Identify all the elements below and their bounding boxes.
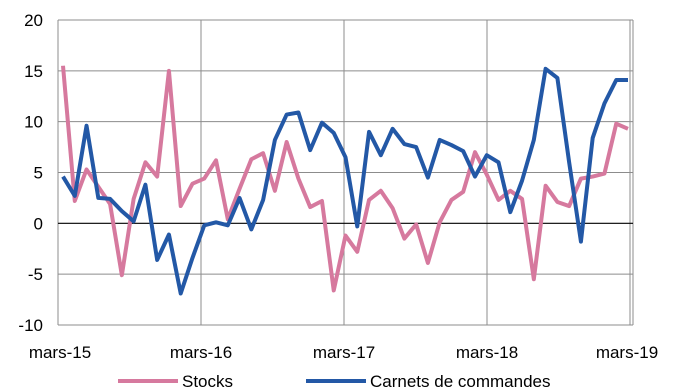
y-tick-label: 20 bbox=[24, 11, 43, 30]
series-line-carnets-de-commandes bbox=[61, 66, 628, 296]
x-tick-label: mars-15 bbox=[29, 343, 91, 362]
legend-label: Stocks bbox=[182, 372, 233, 391]
y-tick-label: -10 bbox=[18, 316, 43, 335]
y-tick-label: 0 bbox=[34, 214, 43, 233]
y-tick-label: 10 bbox=[24, 113, 43, 132]
series-lines bbox=[61, 65, 629, 296]
y-tick-label: 5 bbox=[34, 164, 43, 183]
y-tick-label: -5 bbox=[28, 265, 43, 284]
legend-label: Carnets de commandes bbox=[370, 372, 550, 391]
y-tick-labels: -10 -5 0 5 10 15 20 bbox=[18, 11, 43, 335]
y-tick-label: 15 bbox=[24, 62, 43, 81]
gridlines bbox=[57, 19, 634, 326]
x-tick-label: mars-19 bbox=[596, 343, 658, 362]
x-tick-label: mars-18 bbox=[456, 343, 518, 362]
x-tick-label: mars-17 bbox=[313, 343, 375, 362]
x-tick-labels: mars-15 mars-16 mars-17 mars-18 mars-19 bbox=[29, 343, 658, 362]
series-line-stocks bbox=[61, 65, 629, 293]
x-tick-label: mars-16 bbox=[170, 343, 232, 362]
legend: Stocks Carnets de commandes bbox=[118, 372, 550, 391]
